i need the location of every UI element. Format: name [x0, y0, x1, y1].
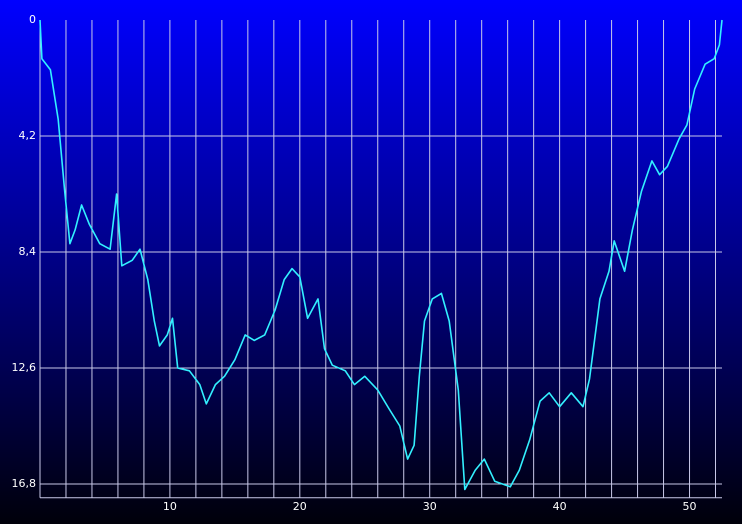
x-tick-label: 50 — [683, 500, 697, 513]
x-tick-label: 40 — [553, 500, 567, 513]
x-tick-label: 10 — [163, 500, 177, 513]
x-tick-label: 20 — [293, 500, 307, 513]
y-tick-label: 12,6 — [12, 361, 37, 374]
depth-profile — [39, 19, 723, 491]
y-tick-label: 4,2 — [19, 129, 37, 142]
x-tick-label: 30 — [423, 500, 437, 513]
y-tick-label: 0 — [29, 13, 36, 26]
y-tick-label: 16,8 — [12, 477, 37, 490]
y-tick-label: 8,4 — [19, 245, 37, 258]
